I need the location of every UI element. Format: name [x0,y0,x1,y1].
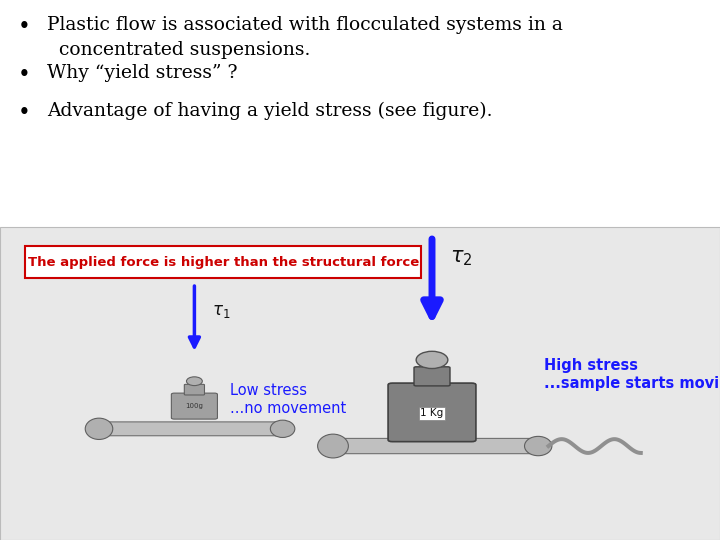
FancyBboxPatch shape [184,384,204,395]
Text: High stress
...sample starts moving: High stress ...sample starts moving [544,359,720,391]
FancyBboxPatch shape [414,367,450,386]
Ellipse shape [416,352,448,368]
FancyBboxPatch shape [0,227,720,540]
Text: 1 Kg: 1 Kg [420,408,444,418]
FancyBboxPatch shape [171,393,217,419]
Text: Advantage of having a yield stress (see figure).: Advantage of having a yield stress (see … [47,102,492,120]
Ellipse shape [318,434,348,458]
FancyBboxPatch shape [388,383,476,442]
Text: Low stress
...no movement: Low stress ...no movement [230,383,346,416]
Ellipse shape [85,418,113,440]
Ellipse shape [186,377,202,386]
Text: The applied force is higher than the structural force: The applied force is higher than the str… [27,255,419,268]
Text: •: • [18,16,31,38]
Text: Why “yield stress” ?: Why “yield stress” ? [47,64,238,82]
Text: •: • [18,102,31,124]
Text: $\tau_1$: $\tau_1$ [212,302,231,320]
Ellipse shape [524,436,552,456]
Ellipse shape [271,420,295,437]
FancyBboxPatch shape [96,422,285,436]
Text: 100g: 100g [186,403,203,409]
FancyBboxPatch shape [25,246,421,279]
Text: Plastic flow is associated with flocculated systems in a
  concentrated suspensi: Plastic flow is associated with floccula… [47,16,562,59]
FancyBboxPatch shape [331,438,540,454]
Text: $\tau_2$: $\tau_2$ [450,248,472,268]
Text: •: • [18,64,31,85]
